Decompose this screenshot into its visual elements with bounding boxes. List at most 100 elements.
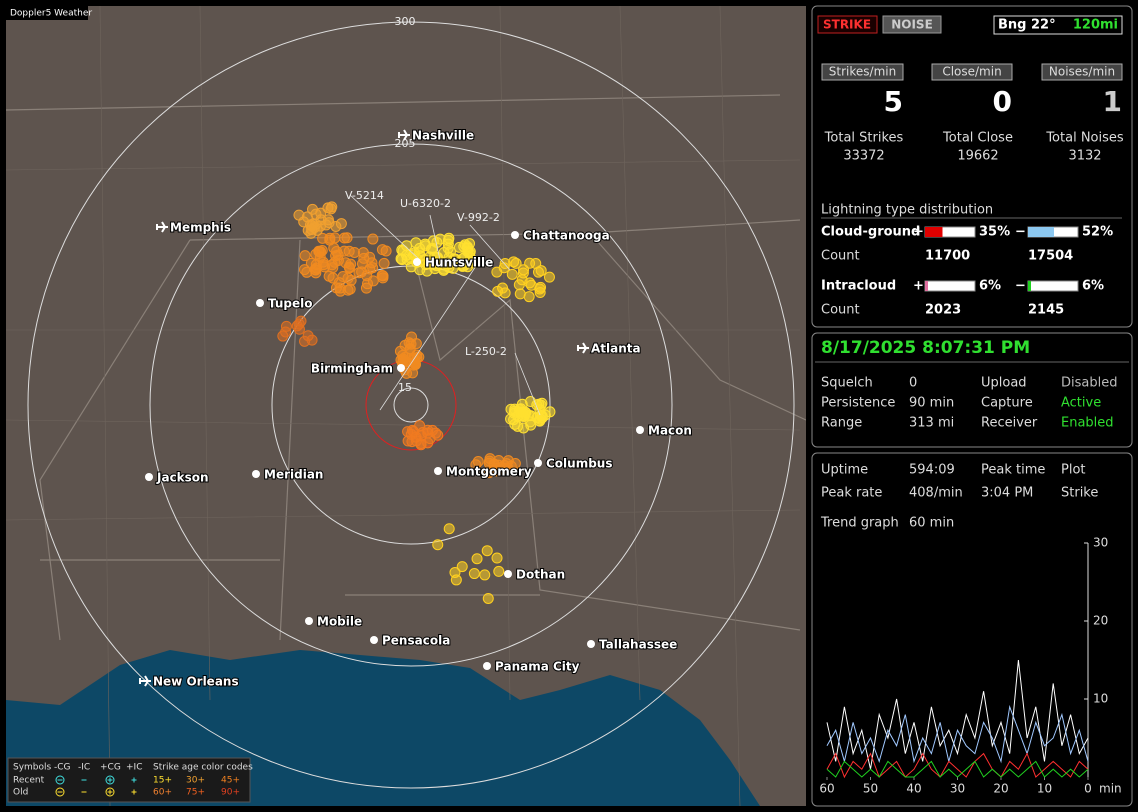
x-unit: min bbox=[1099, 782, 1122, 796]
info-state: Enabled bbox=[1061, 416, 1114, 431]
info-value: 0 bbox=[909, 376, 917, 391]
legend-column: -CG bbox=[54, 763, 71, 773]
sign: − bbox=[1015, 279, 1026, 294]
stats-trend-window: 60 min bbox=[909, 516, 954, 531]
strike-symbol bbox=[317, 232, 329, 244]
bearing-box bbox=[993, 15, 1123, 35]
legend-symbol bbox=[55, 775, 65, 785]
strike-symbol bbox=[443, 523, 455, 535]
strike-symbol bbox=[432, 539, 444, 551]
stats-plot-label: Plot bbox=[1061, 463, 1086, 478]
city-dot bbox=[434, 467, 442, 475]
strike-symbol bbox=[513, 279, 525, 291]
airport-icon bbox=[139, 675, 151, 687]
strike-symbol bbox=[310, 259, 322, 271]
count-value: 17504 bbox=[1028, 249, 1073, 264]
rate-label-box bbox=[821, 63, 904, 81]
percent-bar bbox=[925, 281, 928, 291]
legend-column: +CG bbox=[100, 763, 121, 773]
city-label: Chattanooga bbox=[523, 229, 610, 243]
city-label: Pensacola bbox=[382, 634, 450, 648]
strike-symbol bbox=[376, 244, 388, 256]
city-dot bbox=[511, 231, 519, 239]
count-value: 2023 bbox=[925, 303, 961, 318]
strike-symbol bbox=[329, 232, 341, 244]
strike-symbol bbox=[543, 271, 555, 283]
sign: − bbox=[1015, 225, 1026, 240]
strike-symbol bbox=[414, 420, 426, 432]
noise-mode-button[interactable] bbox=[882, 15, 942, 34]
legend-row-label: Old bbox=[13, 788, 28, 798]
strike-symbol bbox=[330, 250, 342, 262]
rate-label: Noises/min bbox=[1049, 65, 1115, 79]
percent-track bbox=[1027, 280, 1079, 292]
legend-box bbox=[7, 757, 251, 803]
stats-peak-rate-label: Peak rate bbox=[821, 486, 882, 501]
strike-symbol bbox=[377, 272, 389, 284]
strike-symbol bbox=[367, 233, 379, 245]
strike-symbol bbox=[364, 263, 376, 275]
range-label: 15 bbox=[398, 381, 412, 394]
legend-age: 30+ bbox=[186, 776, 205, 786]
strike-symbol bbox=[438, 247, 450, 259]
range-rings bbox=[27, 21, 795, 789]
track-label: U-6320-2 bbox=[400, 197, 451, 210]
city-label: Dothan bbox=[516, 568, 565, 582]
strike-mode-button[interactable] bbox=[817, 15, 878, 34]
info-label: Persistence bbox=[821, 396, 895, 411]
stats-trend-label: Trend graph bbox=[820, 516, 899, 531]
strike-layer bbox=[277, 194, 556, 604]
city-label: Meridian bbox=[264, 468, 323, 482]
trend-line bbox=[826, 752, 1089, 779]
strike-symbol bbox=[327, 262, 339, 274]
city-label: Montgomery bbox=[446, 465, 532, 479]
percent-label: 35% bbox=[979, 225, 1010, 240]
total-value: 33372 bbox=[843, 149, 884, 164]
stats-uptime-label: Uptime bbox=[821, 463, 868, 478]
info-label: Capture bbox=[981, 396, 1033, 411]
track-line bbox=[349, 194, 421, 261]
strike-symbol bbox=[525, 279, 537, 291]
track-label: L-250-2 bbox=[465, 345, 507, 358]
rate-label-box bbox=[931, 63, 1013, 81]
rate-value: 0 bbox=[993, 85, 1012, 118]
mode-label: NOISE bbox=[891, 18, 933, 32]
strike-symbol bbox=[422, 258, 434, 270]
stats-peak-time-label: Peak time bbox=[981, 463, 1045, 478]
city-dot bbox=[636, 426, 644, 434]
count-label: Count bbox=[821, 249, 860, 264]
legend-heading: Symbols bbox=[13, 763, 52, 773]
strike-symbol bbox=[457, 260, 469, 272]
city-label: New Orleans bbox=[153, 675, 239, 689]
strike-symbol bbox=[299, 264, 311, 276]
city-dot bbox=[252, 470, 260, 478]
strike-symbol bbox=[277, 330, 289, 342]
map: 300 205 15 Nashville Memphis Chattanooga Hunts… bbox=[6, 6, 806, 806]
city-label: Tupelo bbox=[268, 297, 313, 311]
strike-symbol bbox=[510, 257, 522, 269]
strike-symbol bbox=[491, 266, 503, 278]
legend-symbol bbox=[105, 775, 115, 785]
strike-symbol bbox=[343, 245, 355, 257]
x-tick-label: 40 bbox=[906, 782, 921, 796]
city-dot bbox=[534, 459, 542, 467]
strike-symbol bbox=[535, 265, 547, 277]
legend: Symbols -CG -IC +CG +IC Strike age color code… bbox=[13, 763, 253, 798]
airport-icon bbox=[577, 342, 589, 354]
legend-symbol bbox=[55, 787, 65, 797]
datetime: 8/17/2025 8:07:31 PM bbox=[821, 338, 1030, 358]
strike-symbol bbox=[325, 203, 337, 215]
rate-label: Strikes/min bbox=[829, 65, 896, 79]
map-labels: 300 205 15 Nashville Memphis Chattanooga Hunts… bbox=[139, 15, 693, 690]
strike-symbol bbox=[450, 253, 462, 265]
city-label: Jackson bbox=[156, 471, 209, 485]
rate-value: 5 bbox=[884, 85, 903, 118]
range-ring bbox=[27, 21, 795, 789]
stats-plot: Strike bbox=[1061, 486, 1098, 501]
track-line bbox=[429, 214, 441, 261]
strike-symbol bbox=[509, 457, 521, 469]
percent-label: 6% bbox=[979, 279, 1001, 294]
distribution-type: Intracloud bbox=[821, 279, 896, 294]
strike-symbol bbox=[472, 456, 484, 468]
city-label: Huntsville bbox=[425, 256, 493, 270]
